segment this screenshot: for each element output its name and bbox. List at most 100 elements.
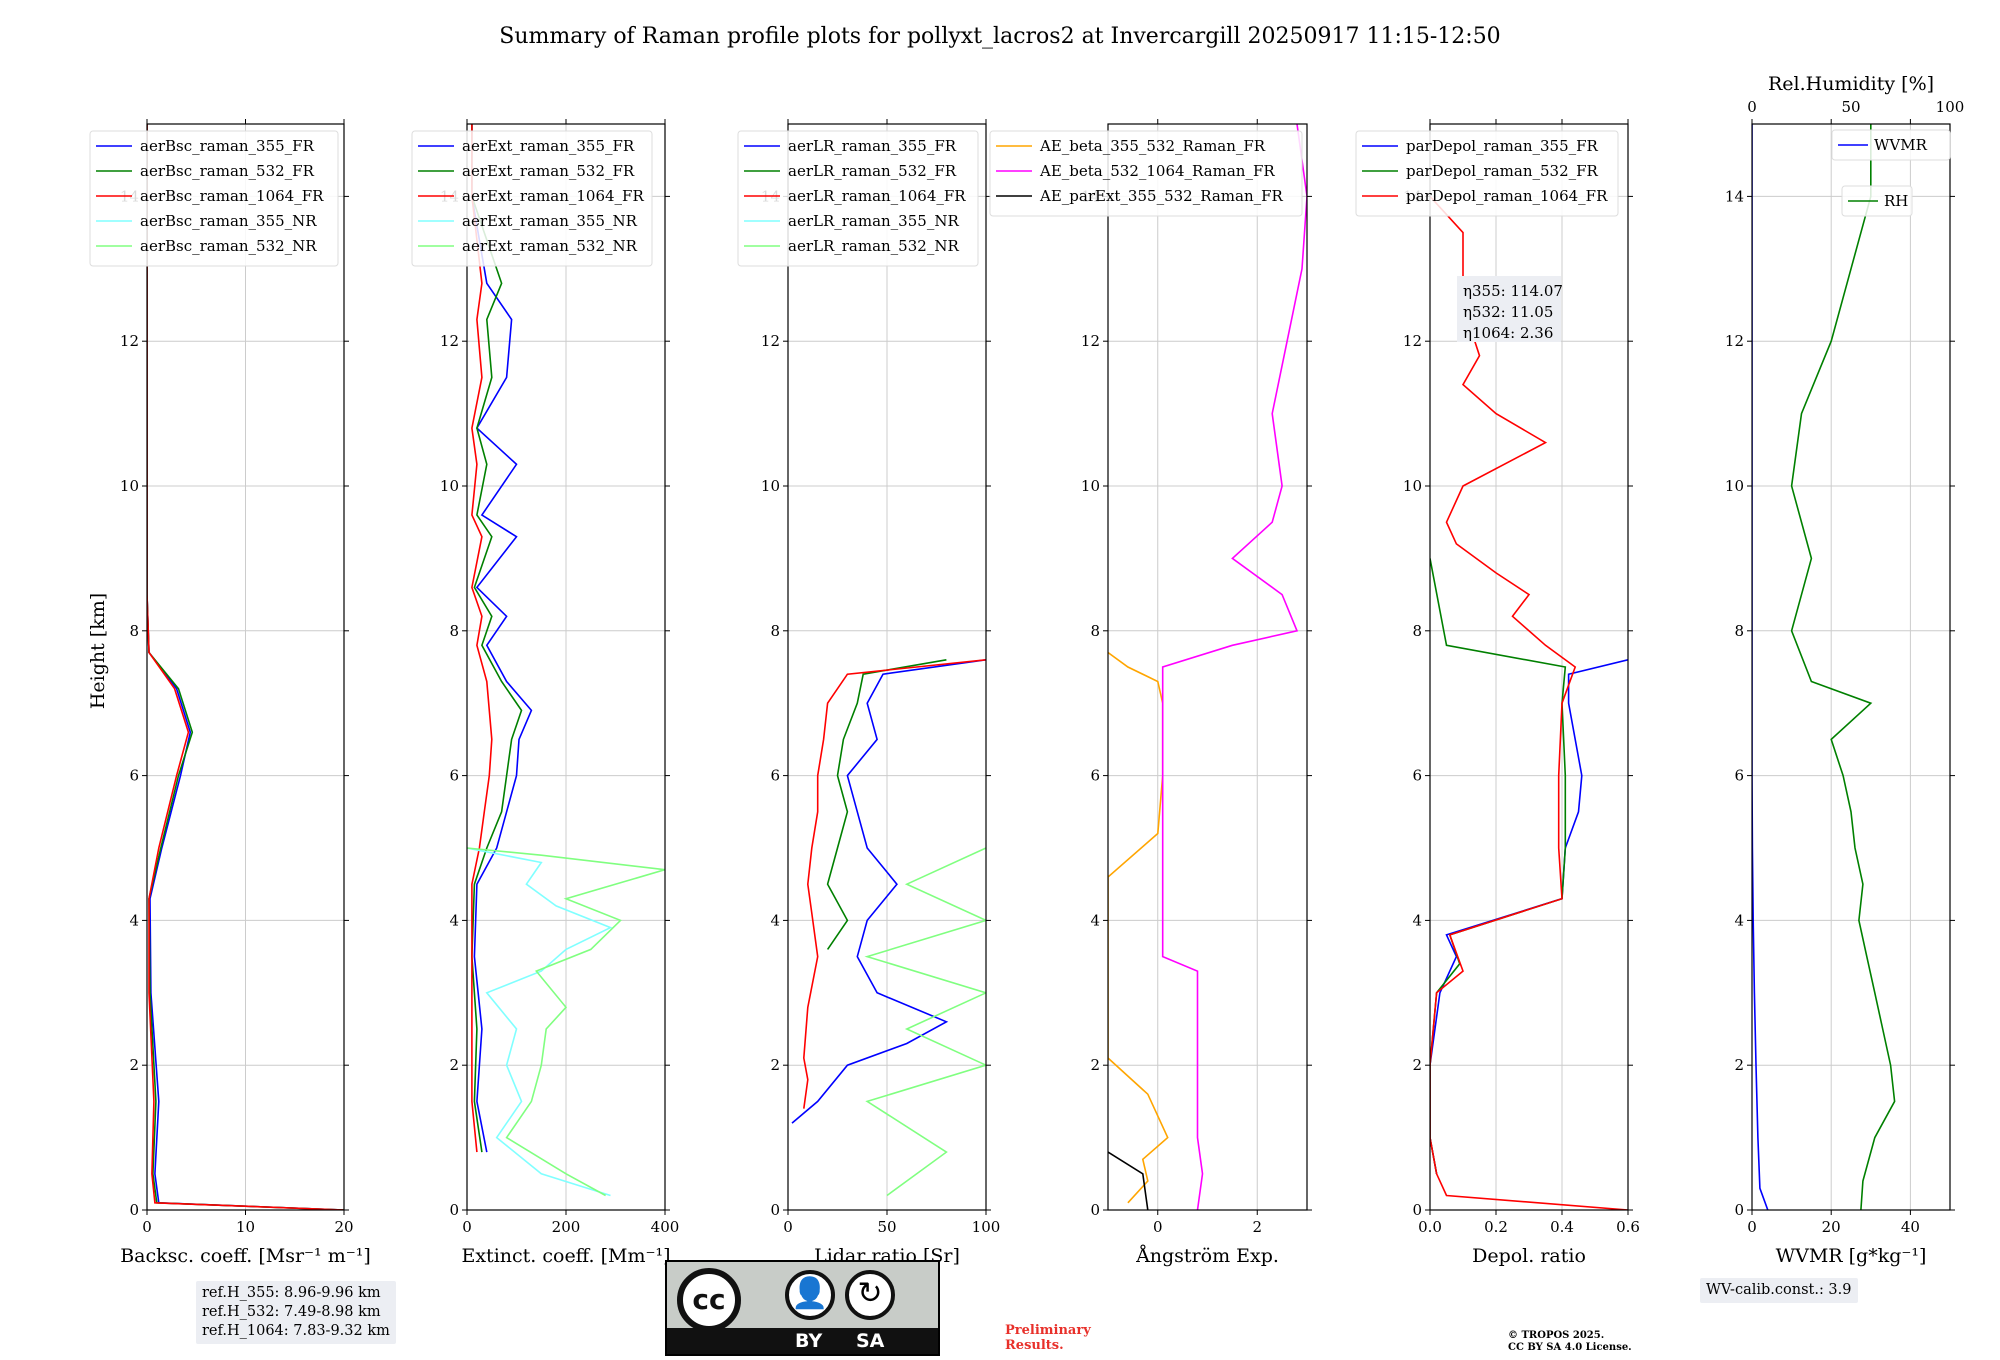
legend-box: [1831, 129, 1951, 161]
panel-2: 024681012140200400Extinct. coeff. [Mm⁻¹]…: [411, 119, 680, 1267]
y-tick-label: 6: [1734, 767, 1744, 785]
x-tick-label: 200: [552, 1218, 581, 1236]
y-tick-label: 8: [449, 622, 459, 640]
legend: WVMR RH: [1831, 129, 1951, 217]
y-tick-label: 2: [1412, 1056, 1422, 1074]
legend-label: aerLR_raman_532_FR: [788, 162, 957, 180]
y-tick-label: 0: [1412, 1201, 1422, 1219]
y-tick-label: 4: [1734, 911, 1744, 929]
y-tick-label: 12: [1403, 332, 1422, 350]
series-line-WVMR: [1752, 124, 1769, 1210]
y-tick-label: 8: [1734, 622, 1744, 640]
legend-label: aerExt_raman_355_NR: [462, 212, 638, 230]
series-line-aerLR_raman_532_FR: [826, 659, 947, 950]
x-tick-label: 0.4: [1550, 1218, 1574, 1236]
x-axis-label: Ångström Exp.: [1135, 1245, 1279, 1267]
eta-1064: η1064: 2.36: [1463, 324, 1553, 342]
y-tick-label: 10: [1081, 477, 1100, 495]
y-axis-label: Height [km]: [87, 593, 109, 709]
legend: parDepol_raman_355_FR parDepol_raman_532_…: [1355, 130, 1619, 217]
y-tick-label: 8: [1412, 622, 1422, 640]
y-tick-label: 10: [761, 477, 780, 495]
eta-532: η532: 11.05: [1463, 303, 1553, 321]
series-line-aerLR_raman_1064_FR: [802, 659, 986, 1109]
legend: aerBsc_raman_355_FR aerBsc_raman_532_FRae…: [89, 130, 339, 267]
series-line-aerExt_raman_532_FR: [471, 124, 523, 1153]
preliminary-results-note: Preliminary Results.: [1005, 1323, 1091, 1353]
legend-box: [89, 130, 339, 267]
series-line-aerLR_raman_355_FR: [791, 659, 986, 1124]
x2-tick-label: 100: [1936, 98, 1965, 116]
legend-box: [411, 130, 653, 267]
wv-calibration-box: WV-calib.const.: 3.9: [1700, 1278, 1858, 1303]
legend-label: aerExt_raman_532_NR: [462, 237, 638, 255]
badge-band: [667, 1328, 938, 1354]
y-tick-label: 4: [770, 911, 780, 929]
legend-label: aerLR_raman_532_NR: [788, 237, 959, 255]
legend-box: [989, 130, 1303, 217]
panel-6: 0 2 4 6 8 10 12 14 0 20 40 WVMR [g*kg⁻¹] 0 50 100Rel.H…: [1725, 73, 1964, 1267]
y-tick-label: 6: [770, 767, 780, 785]
legend-label: parDepol_raman_355_FR: [1406, 137, 1599, 155]
by-label: BY: [795, 1330, 823, 1352]
x-tick-label: 0: [1747, 1218, 1757, 1236]
y-tick-label: 0: [449, 1201, 459, 1219]
series-line-parDepol_raman_1064_FR: [1430, 195, 1628, 1210]
eta-box-background: [1457, 276, 1561, 342]
x-tick-label: 10: [236, 1218, 255, 1236]
ref-height-355: ref.H_355: 8.96-9.96 km: [202, 1285, 381, 1301]
y-tick-label: 4: [129, 911, 139, 929]
panel-4: 0246810121402Ångström Exp.AE_beta_355_53…: [989, 119, 1312, 1267]
series-line-aerExt_raman_1064_FR: [471, 124, 493, 1153]
person-icon: 👤: [785, 1270, 835, 1320]
legend-label: aerBsc_raman_532_FR: [140, 162, 315, 180]
series-line-aerExt_raman_532_NR: [467, 847, 665, 1197]
ref-height-532: ref.H_532: 7.49-8.98 km: [202, 1304, 381, 1320]
legend: aerLR_raman_355_FR aerLR_raman_532_FR aerL…: [737, 130, 979, 267]
legend-label: aerBsc_raman_355_NR: [140, 212, 317, 230]
legend-label: aerLR_raman_355_FR: [788, 137, 957, 155]
series-line-parDepol_raman_355_FR: [1430, 659, 1628, 1174]
y-tick-label: 12: [761, 332, 780, 350]
x-axis-label: Extinct. coeff. [Mm⁻¹]: [461, 1245, 670, 1267]
x-tick-label: 100: [972, 1218, 1001, 1236]
y-tick-label: 0: [1734, 1201, 1744, 1219]
y-tick-label: 12: [1081, 332, 1100, 350]
legend-label: aerLR_raman_355_NR: [788, 212, 959, 230]
x-axis-label: Backsc. coeff. [Msr⁻¹ m⁻¹]: [120, 1245, 371, 1267]
x-tick-label: 400: [651, 1218, 680, 1236]
reference-height-box: ref.H_355: 8.96-9.96 km ref.H_532: 7.49-…: [196, 1281, 396, 1344]
panel-frame: [1429, 123, 1629, 1211]
y-tick-label: 2: [1734, 1056, 1744, 1074]
y-tick-label: 2: [770, 1056, 780, 1074]
legend-label: aerLR_raman_1064_FR: [788, 187, 966, 205]
y-tick-label: 0: [770, 1201, 780, 1219]
ref-height-1064: ref.H_1064: 7.83-9.32 km: [202, 1323, 390, 1339]
y-tick-label: 2: [129, 1056, 139, 1074]
copyright-line-2: CC BY SA 4.0 License.: [1508, 1342, 1632, 1353]
panel-1: 0246810121401020Backsc. coeff. [Msr⁻¹ m⁻…: [89, 119, 371, 1267]
y-tick-label: 4: [1090, 911, 1100, 929]
y-tick-label: 12: [120, 332, 139, 350]
x-tick-label: 40: [1901, 1218, 1920, 1236]
eta-355: η355: 114.07: [1463, 282, 1563, 300]
series-line-aerExt_raman_355_FR: [471, 124, 533, 1153]
preliminary-line-2: Results.: [1005, 1338, 1064, 1353]
x-axis-label: WVMR [g*kg⁻¹]: [1776, 1245, 1927, 1267]
y-tick-label: 4: [449, 911, 459, 929]
y-tick-label: 8: [1090, 622, 1100, 640]
legend-label: aerExt_raman_1064_FR: [462, 187, 644, 205]
x-tick-label: 0.2: [1484, 1218, 1508, 1236]
series-line-AE_beta_532_1064_Raman_FR: [1161, 124, 1307, 1210]
legend-label: WVMR: [1874, 136, 1928, 154]
y-tick-label: 6: [1090, 767, 1100, 785]
x-tick-label: 2: [1252, 1218, 1262, 1236]
y-tick-label: 12: [440, 332, 459, 350]
legend-label: AE_beta_532_1064_Raman_FR: [1039, 162, 1275, 180]
sa-label: SA: [856, 1330, 885, 1352]
x-tick-label: 20: [334, 1218, 353, 1236]
legend-label: AE_parExt_355_532_Raman_FR: [1039, 187, 1284, 205]
x2-tick-label: 50: [1841, 98, 1860, 116]
panel-frame: [1107, 123, 1308, 1211]
cc-logo-icon: cc: [677, 1268, 741, 1332]
